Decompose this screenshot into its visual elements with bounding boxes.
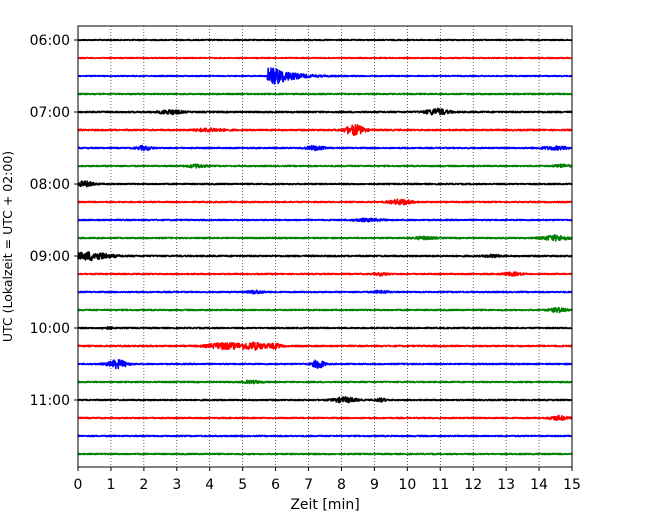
y-tick-label: 11:00 [30,393,70,409]
x-tick-label: 7 [304,477,313,493]
trace-1130 [77,434,573,438]
x-tick-label: 3 [172,477,181,493]
trace-0845 [77,234,573,242]
trace-1000 [77,325,573,331]
trace-0915 [77,271,573,277]
y-axis-label: UTC (Lokalzeit = UTC + 02:00) [0,151,15,342]
x-tick-label: 14 [530,477,548,493]
trace-1045 [77,379,573,385]
trace-0745 [77,163,573,169]
trace-0930 [77,289,573,295]
trace-0700 [77,107,573,116]
trace-0600 [77,38,573,42]
trace-1030 [77,359,573,370]
x-tick-label: 15 [563,477,581,493]
trace-0630 [77,67,573,85]
trace-0815 [77,198,573,206]
x-axis-label: Zeit [min] [290,497,359,513]
trace-1115 [77,414,573,422]
x-tick-label: 5 [238,477,247,493]
x-axis-ticks: 0 1 2 3 4 5 6 7 8 9 10 11 12 13 14 15 [74,467,581,493]
trace-0645 [77,92,573,96]
y-tick-label: 08:00 [30,177,70,193]
x-tick-label: 12 [464,477,482,493]
seismic-traces [77,38,573,456]
trace-1145 [77,452,573,456]
x-tick-label: 4 [205,477,214,493]
trace-1015 [77,341,573,351]
x-tick-label: 2 [139,477,148,493]
trace-0730 [77,144,573,152]
trace-1100 [77,396,573,404]
x-tick-label: 6 [271,477,280,493]
y-tick-label: 10:00 [30,321,70,337]
trace-0615 [77,56,573,60]
x-tick-label: 13 [497,477,515,493]
y-axis-ticks: 06:00 07:00 08:00 09:00 10:00 11:00 [30,33,78,409]
x-tick-label: 1 [106,477,115,493]
y-tick-label: 06:00 [30,33,70,49]
x-tick-label: 0 [74,477,83,493]
trace-0800 [77,180,573,188]
x-tick-label: 8 [337,477,346,493]
x-tick-label: 9 [370,477,379,493]
y-tick-label: 07:00 [30,105,70,121]
trace-0830 [77,217,573,223]
x-tick-label: 11 [431,477,449,493]
y-tick-label: 09:00 [30,249,70,265]
x-tick-label: 10 [398,477,416,493]
plot-frame [77,25,573,468]
trace-0900 [77,251,573,262]
trace-0945 [77,306,573,314]
trace-0715 [77,123,573,137]
